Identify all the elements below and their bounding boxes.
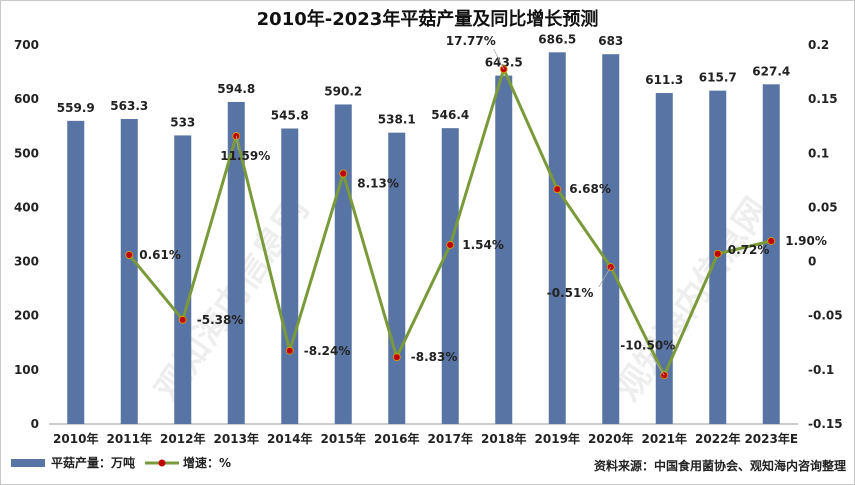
bar-value-label: 611.3 xyxy=(645,73,683,87)
bar-value-label: 533 xyxy=(170,115,195,129)
legend: 平菇产量：万吨 增速：% xyxy=(11,454,241,471)
growth-point xyxy=(446,240,455,249)
left-tick-label: 500 xyxy=(14,146,39,160)
growth-point xyxy=(125,251,134,259)
bar xyxy=(495,75,513,425)
growth-value-label: 0.61% xyxy=(139,248,181,262)
bar-value-label: 590.2 xyxy=(324,84,362,98)
bar xyxy=(762,84,780,425)
bar xyxy=(655,93,673,424)
label-leader-line xyxy=(649,353,665,376)
x-tick-label: 2018年 xyxy=(481,431,526,446)
growth-point xyxy=(392,353,401,362)
x-tick-label: 2015年 xyxy=(321,431,366,446)
left-tick-label: 200 xyxy=(14,309,39,323)
x-tick-label: 2023年E xyxy=(744,431,798,446)
label-leader-line xyxy=(235,136,239,151)
x-tick-label: 2020年 xyxy=(588,431,633,446)
bar-value-label: 559.9 xyxy=(57,101,95,115)
legend-bar-swatch xyxy=(11,458,45,467)
x-tick-label: 2016年 xyxy=(374,431,419,446)
growth-value-label: 17.77% xyxy=(446,34,496,48)
x-tick-label: 2017年 xyxy=(428,431,473,446)
left-tick-label: 100 xyxy=(14,363,39,377)
bar xyxy=(174,135,192,424)
source-note: 资料来源：中国食用菌协会、观知海内咨询整理 xyxy=(593,459,846,473)
growth-point xyxy=(178,315,187,324)
legend-item-production: 平菇产量：万吨 xyxy=(11,454,135,471)
bar xyxy=(67,120,85,425)
right-tick-label: 0.2 xyxy=(808,38,829,52)
growth-value-label: 6.68% xyxy=(569,182,611,196)
bar xyxy=(227,101,245,424)
bar-value-label: 594.8 xyxy=(217,82,255,96)
legend-label-production: 平菇产量：万吨 xyxy=(51,456,136,470)
bar-value-label: 686.5 xyxy=(538,32,576,46)
growth-value-label: 0.72% xyxy=(728,243,770,257)
left-tick-label: 0 xyxy=(31,417,39,431)
bar xyxy=(334,104,352,425)
growth-value-label: 1.54% xyxy=(462,238,504,252)
bar-value-label: 643.5 xyxy=(485,56,523,70)
bar xyxy=(548,52,566,424)
right-tick-label: 0.1 xyxy=(808,146,829,160)
chart-title: 2010年-2023年平菇产量及同比增长预测 xyxy=(256,9,599,30)
right-tick-label: 0 xyxy=(808,255,816,269)
growth-point xyxy=(767,237,776,245)
growth-value-label: -0.51% xyxy=(547,286,594,300)
right-tick-label: -0.1 xyxy=(808,363,834,377)
bar-value-label: 538.1 xyxy=(378,113,416,127)
right-tick-label: 0.05 xyxy=(808,200,838,214)
growth-value-label: -5.38% xyxy=(197,313,244,327)
legend-item-growth: 增速：% xyxy=(145,454,231,471)
left-tick-label: 600 xyxy=(14,92,39,106)
x-tick-label: 2013年 xyxy=(214,431,259,446)
bar-value-label: 545.8 xyxy=(271,108,309,122)
x-tick-label: 2010年 xyxy=(53,431,98,446)
bar-value-label: 627.4 xyxy=(752,64,790,78)
growth-value-label: 8.13% xyxy=(357,177,399,191)
label-leader-line xyxy=(598,266,612,288)
legend-line-swatch xyxy=(145,459,180,466)
bar-value-label: 615.7 xyxy=(699,71,737,85)
x-tick-label: 2012年 xyxy=(160,431,205,446)
x-tick-label: 2014年 xyxy=(267,431,312,446)
growth-point xyxy=(713,249,722,258)
growth-value-label: -10.50% xyxy=(620,338,675,352)
left-tick-label: 700 xyxy=(14,38,39,52)
growth-value-label: 11.59% xyxy=(220,149,270,163)
bar-value-label: 563.3 xyxy=(110,99,148,113)
right-tick-label: -0.05 xyxy=(808,309,843,323)
bar-value-label: 546.4 xyxy=(431,108,469,122)
growth-point xyxy=(339,169,348,178)
left-tick-label: 300 xyxy=(14,255,39,269)
bar xyxy=(281,128,299,424)
x-tick-label: 2019年 xyxy=(535,431,580,446)
bar xyxy=(120,119,138,425)
right-tick-label: -0.15 xyxy=(808,417,843,431)
chart-plot: 0 100 200 300 400 500 600 700 -0.15 -0.1 -0.05 0 0.0… xyxy=(14,32,843,446)
label-leader-line xyxy=(493,48,505,70)
legend-label-growth: 增速：% xyxy=(183,456,232,470)
x-tick-label: 2021年 xyxy=(642,431,687,446)
bar xyxy=(441,128,459,424)
growth-value-label: -8.24% xyxy=(304,344,351,358)
x-tick-label: 2011年 xyxy=(107,431,152,446)
bar xyxy=(602,54,620,424)
bar-value-label: 683 xyxy=(598,34,623,48)
growth-value-label: -8.83% xyxy=(411,350,458,364)
growth-point xyxy=(553,185,562,194)
left-tick-label: 400 xyxy=(14,200,39,214)
growth-point xyxy=(285,346,294,355)
x-tick-label: 2022年 xyxy=(695,431,740,446)
growth-value-label: 1.90% xyxy=(785,234,827,248)
right-tick-label: 0.15 xyxy=(808,92,838,106)
